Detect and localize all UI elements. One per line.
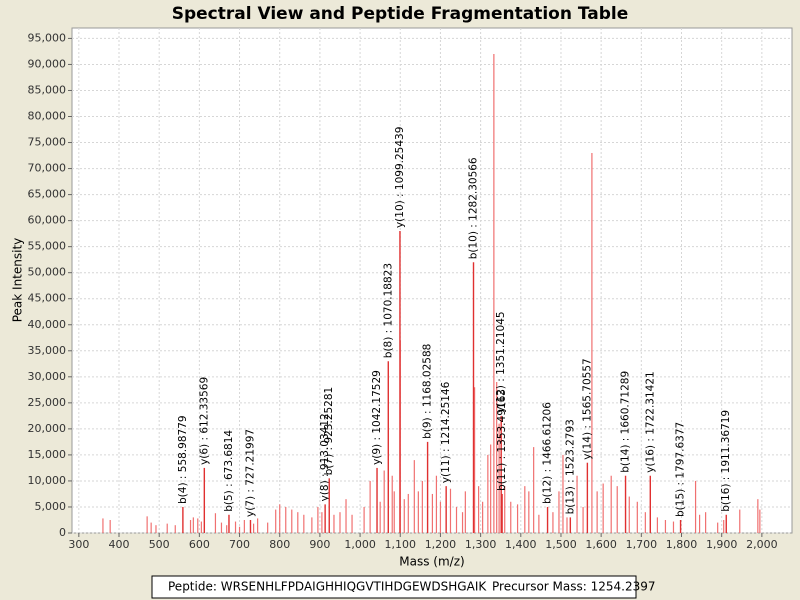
peak-annotation: y(14) : 1565.70557 [581,358,593,459]
y-tick-label: 45,000 [28,292,67,305]
peak-annotation: b(16) : 1911.36719 [720,410,732,512]
peak-annotation: y(6) : 612.33569 [198,377,210,465]
peak-annotation: b(13) : 1523.2793 [564,419,576,514]
peak-annotation: b(14) : 1660.71289 [620,371,632,473]
x-tick-label: 1,700 [626,538,658,551]
peak-annotation: y(11) : 1214.25146 [440,381,452,483]
y-tick-label: 20,000 [28,422,67,435]
x-tick-label: 1,500 [545,538,577,551]
footer-precursor: Precursor Mass: 1254.2397 [492,580,656,594]
peak-annotation: b(12) : 1466.61206 [542,402,554,504]
y-tick-label: 70,000 [28,162,67,175]
y-tick-label: 65,000 [28,188,67,201]
x-tick-label: 1,200 [425,538,457,551]
x-tick-label: 1,400 [505,538,537,551]
y-tick-label: 30,000 [28,370,67,383]
y-tick-label: 55,000 [28,240,67,253]
peak-annotation: y(10) : 1099.25439 [394,127,406,228]
x-tick-label: 1,300 [465,538,497,551]
peak-annotation: b(9) : 1168.02588 [422,344,434,439]
y-tick-label: 40,000 [28,318,67,331]
peak-annotation: b(4) : 558.98779 [177,415,189,504]
y-tick-label: 60,000 [28,214,67,227]
x-tick-label: 400 [109,538,130,551]
y-tick-label: 15,000 [28,448,67,461]
footer-peptide: Peptide: WRSENHLFPDAIGHHIQGVTIHDGEWDSHGA… [168,580,487,594]
x-tick-label: 1,900 [706,538,738,551]
x-tick-label: 1,100 [385,538,417,551]
peak-annotation: y(7) : 727.21997 [244,429,256,517]
x-tick-label: 500 [149,538,170,551]
peak-annotation: y(12) : 1351.21045 [495,311,507,412]
chart-title: Spectral View and Peptide Fragmentation … [172,4,629,24]
footer-box [151,575,637,599]
peak-annotation: b(5) : 673.6814 [223,430,235,512]
x-tick-label: 1,800 [666,538,698,551]
x-tick-label: 1,000 [344,538,376,551]
peak-annotation: b(7) : 923.25281 [323,387,335,476]
peak-annotation: b(10) : 1282.30566 [468,157,480,259]
x-tick-label: 2,000 [746,538,778,551]
y-tick-label: 5,000 [35,500,67,513]
x-tick-label: 600 [189,538,210,551]
y-tick-label: 85,000 [28,83,67,96]
y-tick-label: 95,000 [28,31,67,44]
y-tick-label: 75,000 [28,136,67,149]
y-tick-label: 0 [59,526,66,539]
y-tick-label: 80,000 [28,110,67,123]
y-tick-label: 10,000 [28,474,67,487]
y-axis-label: Peak Intensity [11,238,25,323]
peak-annotation: y(9) : 1042.17529 [371,370,383,465]
plot-area [71,27,793,534]
x-tick-label: 1,600 [585,538,617,551]
y-tick-label: 25,000 [28,396,67,409]
x-tick-label: 700 [229,538,250,551]
x-tick-label: 800 [269,538,290,551]
y-tick-label: 35,000 [28,344,67,357]
peak-annotation: y(8) : 913.03412 [319,413,331,501]
y-tick-label: 50,000 [28,266,67,279]
x-tick-label: 900 [309,538,330,551]
marks: b(4) : 558.98779 y(6) : 612.33569 b(5) : 6… [102,54,761,533]
peak-annotation: b(11) : 1353.49163 [496,389,508,491]
peak-annotation: b(8) : 1070.18823 [382,263,394,358]
grid [72,28,792,534]
peak-annotation: b(15) : 1797.6377 [675,422,687,517]
x-axis-label: Mass (m/z) [399,555,464,569]
peak-annotation: y(16) : 1722.31421 [644,371,656,472]
y-tick-label: 90,000 [28,57,67,70]
x-tick-label: 300 [68,538,89,551]
